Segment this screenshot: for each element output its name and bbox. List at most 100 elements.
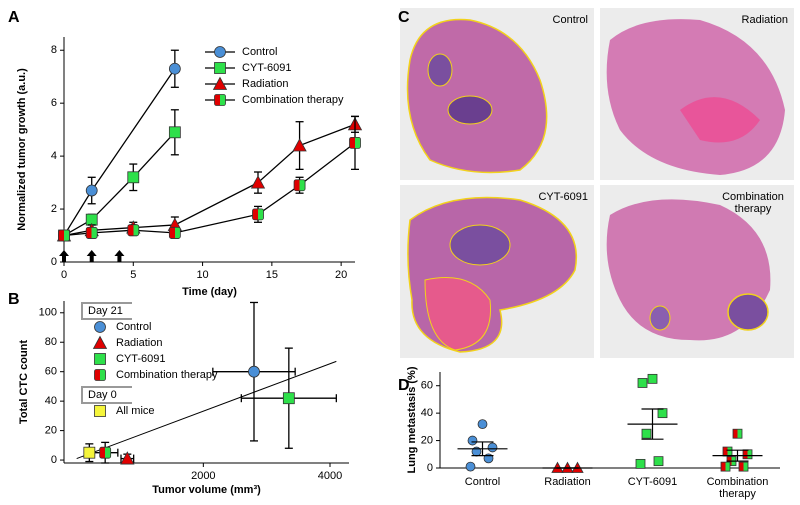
legend-label: Combination therapy <box>242 94 344 106</box>
x-tick-label: Combination therapy <box>706 476 769 500</box>
dot <box>467 435 478 446</box>
panel-letter: D <box>398 377 410 394</box>
x-axis-label: Tumor volume (mm³) <box>152 484 261 496</box>
dot <box>641 428 652 439</box>
y-axis-label: Lung metastasis (%) <box>406 366 418 473</box>
y-tick-label: 60 <box>421 380 433 392</box>
legend-marker <box>214 94 226 106</box>
legend-heading: Day 21 <box>88 305 123 317</box>
tumor <box>727 293 769 331</box>
series-line <box>63 123 356 237</box>
x-tick-label: Radiation <box>544 476 591 488</box>
x-tick-label: 10 <box>196 269 208 281</box>
y-tick-label: 40 <box>421 407 433 419</box>
y-axis-label: Total CTC count <box>18 340 30 424</box>
x-tick-label: Control <box>464 476 501 488</box>
series-line <box>63 68 176 236</box>
y-tick-label: 8 <box>51 44 57 56</box>
x-tick-label: 4000 <box>318 470 342 482</box>
legend-heading: Day 0 <box>88 389 117 401</box>
image-label: Radiation <box>741 14 788 26</box>
marker <box>250 175 266 189</box>
legend-bracket <box>81 302 132 320</box>
legend-label: Control <box>116 321 151 333</box>
tumor <box>427 53 453 87</box>
x-tick-label: 20 <box>335 269 347 281</box>
y-tick-label: 80 <box>45 336 57 348</box>
dot <box>720 461 731 472</box>
marker <box>85 184 98 197</box>
marker <box>293 179 306 192</box>
legend-marker <box>94 353 106 365</box>
legend-marker <box>94 369 106 381</box>
marker <box>168 62 181 75</box>
legend-label: CYT-6091 <box>242 62 292 74</box>
marker <box>349 136 361 149</box>
sem-bar <box>641 408 664 440</box>
legend-bracket <box>81 386 132 404</box>
marker <box>58 229 70 242</box>
legend-label: Radiation <box>116 337 162 349</box>
x-tick-label: CYT-6091 <box>627 476 678 488</box>
legend-marker <box>92 335 108 349</box>
dot <box>487 442 498 453</box>
series-line <box>63 131 176 237</box>
treatment-arrow <box>59 250 69 262</box>
fit-line <box>76 360 337 460</box>
marker <box>292 138 307 152</box>
y-tick-label: 20 <box>421 434 433 446</box>
y-tick-label: 40 <box>45 395 57 407</box>
tissue <box>424 277 492 351</box>
image-label: CYT-6091 <box>538 191 588 203</box>
tumor <box>447 95 493 125</box>
panel-letter: C <box>398 9 410 26</box>
marker <box>282 392 295 405</box>
y-tick-label: 0 <box>51 454 57 466</box>
dot <box>653 456 664 467</box>
dot <box>742 449 753 460</box>
dot <box>722 446 733 457</box>
dot <box>732 428 743 439</box>
marker <box>83 446 96 459</box>
x-axis-label: Time (day) <box>182 286 237 298</box>
tumor <box>449 224 511 266</box>
marker <box>85 226 98 239</box>
dot <box>477 419 488 430</box>
dot <box>637 378 648 388</box>
x-tick-label: 2000 <box>191 470 215 482</box>
dot <box>635 458 646 469</box>
y-tick-label: 0 <box>51 256 57 268</box>
tissue <box>680 97 760 143</box>
y-tick-label: 60 <box>45 366 57 378</box>
tumor <box>649 305 671 331</box>
treatment-arrow <box>114 250 125 262</box>
panel-letter: A <box>8 9 20 26</box>
image-label: Combination therapy <box>722 191 784 215</box>
sem-bar <box>726 449 749 462</box>
marker <box>120 451 135 465</box>
y-tick-label: 0 <box>427 462 433 474</box>
y-tick-label: 100 <box>39 307 57 319</box>
x-tick-label: 15 <box>266 269 278 281</box>
marker <box>168 226 181 239</box>
legend-marker <box>214 46 226 58</box>
dot <box>465 461 476 472</box>
legend-label: Combination therapy <box>116 369 218 381</box>
legend-marker <box>214 62 226 74</box>
legend-label: All mice <box>116 405 155 417</box>
marker <box>127 171 140 184</box>
legend-label: Radiation <box>242 78 288 90</box>
marker <box>252 208 264 221</box>
y-tick-label: 6 <box>51 97 57 109</box>
legend-label: CYT-6091 <box>116 353 166 365</box>
y-axis-label: Normalized tumor growth (a.u.) <box>16 68 28 231</box>
panel-letter: B <box>8 291 20 308</box>
image-label: Control <box>552 14 588 26</box>
marker <box>99 446 112 459</box>
legend-marker <box>94 321 106 333</box>
legend-label: Control <box>242 46 277 58</box>
x-tick-label: 0 <box>61 269 67 281</box>
dot <box>657 408 668 419</box>
